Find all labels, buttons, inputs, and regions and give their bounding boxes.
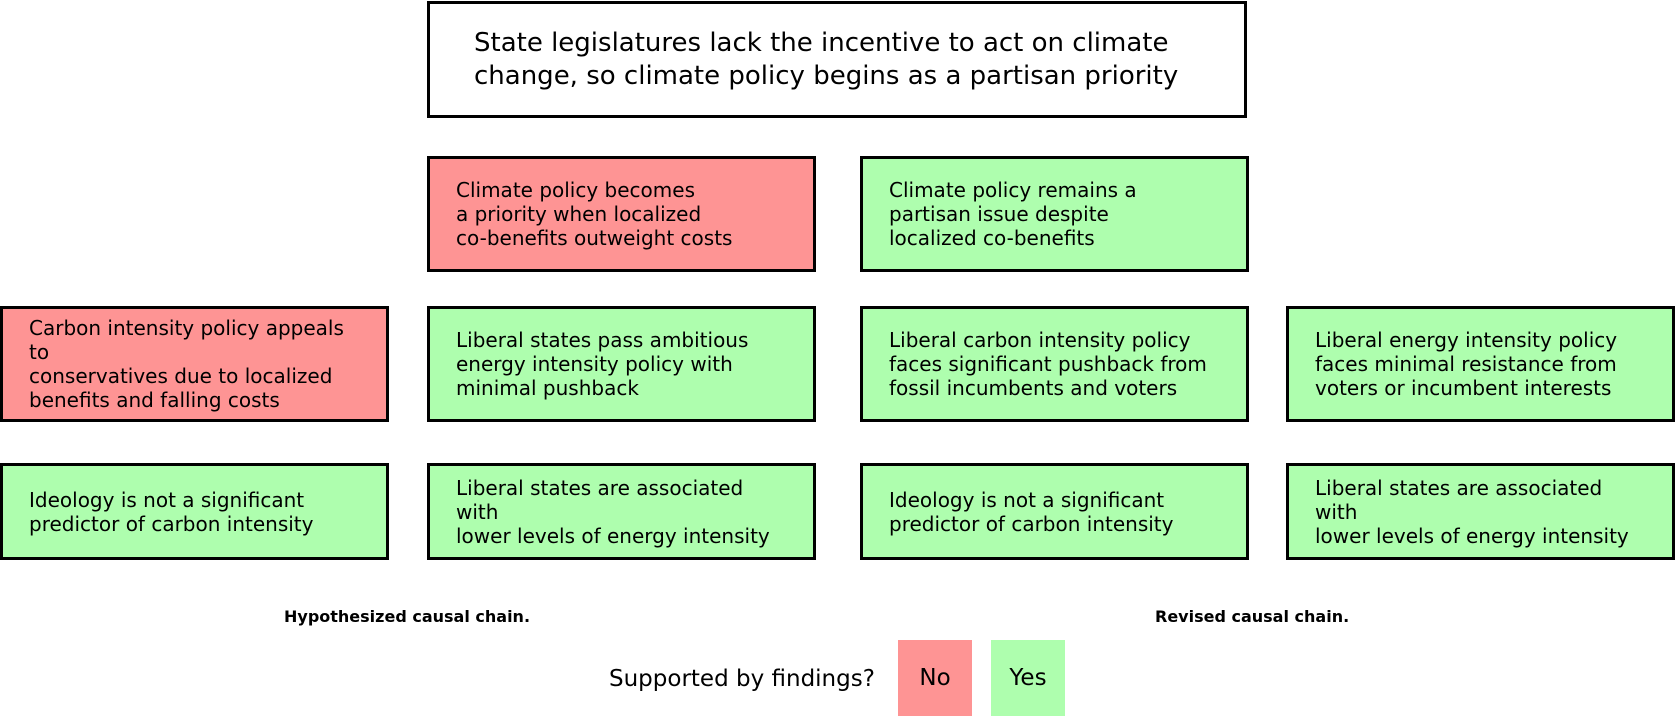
legend-label: Supported by findings? [609, 666, 875, 692]
revised-box-partisan-issue: Climate policy remains a partisan issue … [860, 156, 1249, 272]
caption-hypothesized: Hypothesized causal chain. [284, 607, 531, 626]
revised-finding-energy: Liberal states are associated with lower… [1286, 463, 1675, 560]
hypothesis-box-colocalized-benefits: Climate policy becomes a priority when l… [427, 156, 816, 272]
hypothesis-box-carbon-policy: Carbon intensity policy appeals to conse… [0, 306, 389, 422]
revised-finding-carbon: Ideology is not a significant predictor … [860, 463, 1249, 560]
premise-box: State legislatures lack the incentive to… [427, 1, 1247, 118]
revised-box-carbon-pushback: Liberal carbon intensity policy faces si… [860, 306, 1249, 422]
legend-yes-swatch: Yes [991, 640, 1065, 716]
revised-box-energy-resistance: Liberal energy intensity policy faces mi… [1286, 306, 1675, 422]
hypothesis-finding-energy: Liberal states are associated with lower… [427, 463, 816, 560]
hypothesis-finding-carbon: Ideology is not a significant predictor … [0, 463, 389, 560]
caption-revised: Revised causal chain. [1155, 607, 1350, 626]
legend-no-swatch: No [898, 640, 972, 716]
hypothesis-box-energy-policy: Liberal states pass ambitious energy int… [427, 306, 816, 422]
